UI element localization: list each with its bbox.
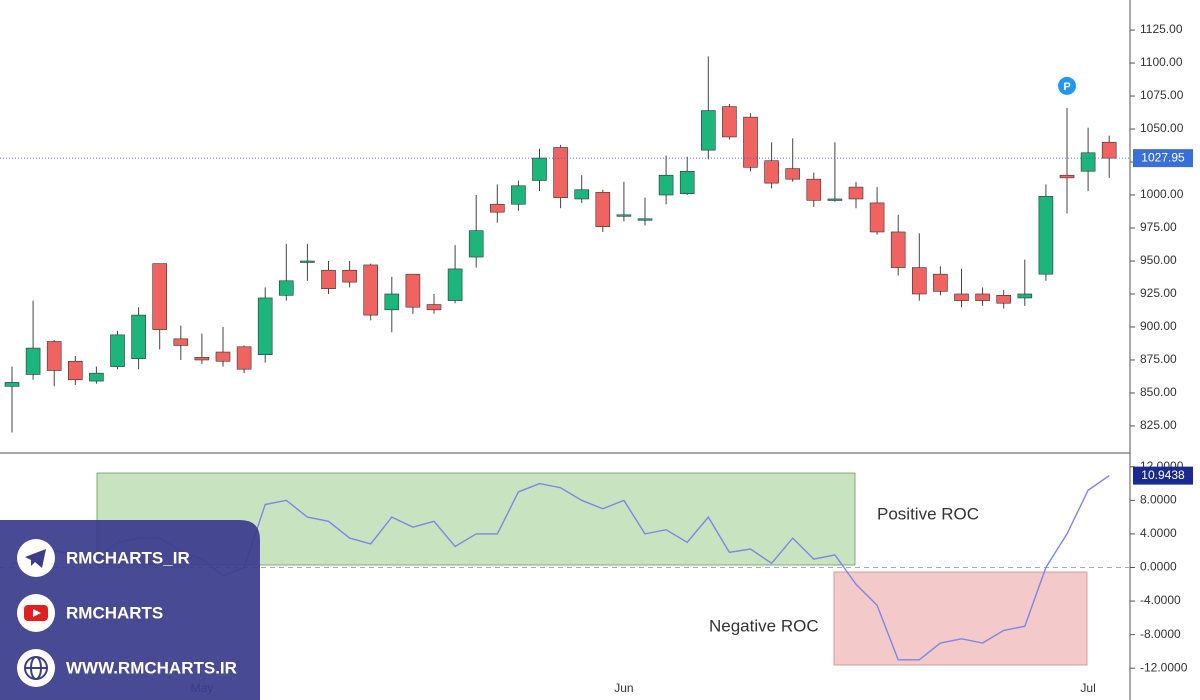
y-tick-label: 1000.00 — [1140, 187, 1184, 201]
candle-up — [1080, 152, 1096, 172]
candle-down — [722, 106, 737, 138]
x-tick-label: Jun — [614, 681, 633, 695]
watermark-text: RMCHARTS_IR — [66, 548, 190, 567]
youtube-play — [33, 609, 41, 617]
y-tick-label: 900.00 — [1140, 319, 1177, 333]
y-tick-label: 850.00 — [1140, 385, 1177, 399]
candle-down — [215, 351, 231, 362]
candle-up — [1038, 196, 1054, 275]
candle-down — [1059, 174, 1075, 179]
watermark-text: WWW.RMCHARTS.IR — [66, 658, 237, 677]
candle-down — [236, 346, 252, 370]
candle-down — [595, 192, 611, 227]
watermark: RMCHARTS_IR RMCHARTS WWW.RMCHARTS.IR — [0, 520, 260, 700]
candle-down — [426, 304, 442, 311]
last-value-label: 10.9438 — [1141, 468, 1185, 482]
candle-up — [131, 314, 146, 359]
candle-down — [489, 203, 505, 213]
y-tick-label: -4.0000 — [1140, 593, 1181, 607]
candle-up — [532, 157, 547, 181]
candle-up — [257, 297, 273, 355]
watermark-panel — [0, 520, 260, 700]
candle-down — [806, 178, 822, 201]
candle-down — [890, 231, 906, 268]
candle-down — [954, 293, 969, 301]
last-price-label: 1027.95 — [1141, 150, 1185, 164]
candle-down — [46, 341, 62, 371]
candle-up — [278, 280, 294, 296]
last-value-tag — [1133, 466, 1193, 485]
candle-down — [405, 273, 421, 308]
candle-up — [468, 230, 484, 258]
candle-up — [447, 268, 463, 301]
y-tick-label: 950.00 — [1140, 253, 1177, 267]
negative-region — [833, 571, 1088, 666]
candle-down — [363, 264, 379, 316]
y-tick-label: -8.0000 — [1140, 627, 1181, 641]
candle-up — [658, 174, 674, 196]
last-price-tag — [1133, 149, 1193, 168]
candle-down — [996, 295, 1012, 304]
candle-up — [616, 214, 632, 217]
y-tick-label: 875.00 — [1140, 352, 1177, 366]
candle-up — [384, 293, 400, 311]
candle-up — [827, 198, 843, 201]
annotation: Negative ROC — [709, 616, 819, 635]
candle-up — [1017, 293, 1033, 299]
candle-down — [68, 360, 83, 381]
candle-up — [511, 185, 526, 205]
y-tick-label: 925.00 — [1140, 286, 1177, 300]
candle-down — [933, 273, 948, 292]
candle-down — [194, 357, 210, 361]
annotation: Positive ROC — [877, 504, 979, 523]
y-tick-label: 1100.00 — [1140, 55, 1183, 69]
candle-up — [25, 347, 41, 375]
candle-down — [743, 116, 758, 168]
candle-up — [89, 372, 104, 382]
y-tick-label: 825.00 — [1140, 418, 1177, 432]
candle-down — [152, 263, 167, 330]
candle-down — [173, 338, 189, 346]
marker-badge — [1058, 76, 1076, 95]
positive-region — [96, 472, 856, 566]
candle-up — [300, 260, 315, 263]
candle-down — [1101, 141, 1117, 159]
candle-up — [110, 334, 125, 367]
watermark-text: RMCHARTS — [66, 603, 163, 622]
y-tick-label: 4.0000 — [1140, 526, 1177, 540]
candle-down — [975, 293, 990, 301]
candle-down — [764, 160, 779, 184]
y-tick-label: 975.00 — [1140, 220, 1177, 234]
globe-glyph — [24, 656, 48, 680]
candle-down — [553, 147, 568, 198]
candle-down — [785, 168, 801, 180]
candle-down — [342, 269, 357, 283]
y-tick-label: 8.0000 — [1140, 493, 1177, 507]
y-tick-label: 1050.00 — [1140, 121, 1184, 135]
marker-label: P — [1063, 81, 1070, 93]
y-tick-label: 0.0000 — [1140, 560, 1177, 574]
candle-up — [679, 170, 695, 194]
y-tick-label: 1075.00 — [1140, 88, 1184, 102]
y-tick-label: 1125.00 — [1140, 22, 1183, 36]
candle-up — [637, 218, 653, 221]
y-tick-label: -12.0000 — [1140, 660, 1188, 674]
candle-down — [869, 202, 885, 233]
candle-down — [321, 269, 336, 290]
telegram-glyph — [25, 549, 46, 568]
candle-up — [4, 382, 20, 387]
x-tick-label: Jul — [1080, 681, 1095, 695]
candle-up — [700, 110, 716, 151]
candle-down — [911, 267, 927, 295]
candle-down — [848, 186, 864, 200]
candle-up — [574, 189, 590, 200]
